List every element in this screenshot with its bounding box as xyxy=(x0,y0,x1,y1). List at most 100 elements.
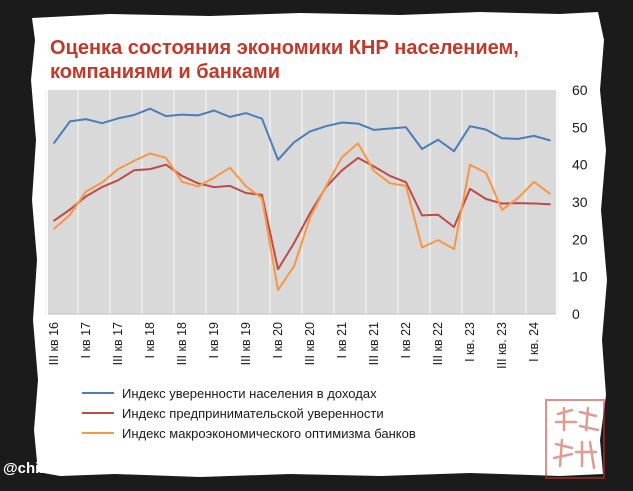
x-tick-label: III кв. 23 xyxy=(495,322,509,369)
x-tick-label: III кв 21 xyxy=(367,322,381,365)
data-point-1-16 xyxy=(309,212,311,215)
data-point-1-0 xyxy=(53,219,55,222)
data-point-2-18 xyxy=(341,156,343,159)
x-tick-label: III кв 19 xyxy=(239,322,253,365)
data-point-0-13 xyxy=(261,117,263,120)
data-point-0-14 xyxy=(277,158,279,161)
data-point-1-13 xyxy=(261,194,263,196)
data-point-1-8 xyxy=(181,174,183,177)
data-point-0-29 xyxy=(517,138,519,140)
data-point-0-23 xyxy=(421,148,423,150)
data-point-1-31 xyxy=(549,203,551,206)
data-point-2-26 xyxy=(469,163,471,166)
data-point-1-19 xyxy=(357,157,359,159)
legend-item-income: Индекс уверенности населения в доходах xyxy=(82,383,416,403)
legend-label-banks: Индекс макроэкономического оптимизма бан… xyxy=(122,425,416,441)
data-point-0-3 xyxy=(101,122,103,125)
data-point-0-24 xyxy=(437,138,439,141)
data-point-2-8 xyxy=(181,180,183,183)
data-point-1-15 xyxy=(293,242,295,244)
y-tick-label: 0 xyxy=(572,306,580,322)
data-point-0-30 xyxy=(533,135,535,137)
data-point-2-11 xyxy=(229,166,231,169)
data-point-0-5 xyxy=(133,114,135,116)
legend-swatch-income xyxy=(82,392,114,394)
y-tick-label: 50 xyxy=(572,119,588,135)
data-point-0-2 xyxy=(85,118,87,121)
data-point-2-28 xyxy=(501,208,503,211)
data-point-1-21 xyxy=(389,174,391,177)
data-point-1-30 xyxy=(533,202,535,205)
data-point-2-17 xyxy=(325,185,327,188)
data-point-2-21 xyxy=(389,182,391,185)
x-tick-label: I кв 18 xyxy=(143,322,157,358)
data-point-2-6 xyxy=(149,152,151,155)
data-point-1-22 xyxy=(405,181,407,184)
data-point-2-5 xyxy=(133,160,135,162)
data-point-2-31 xyxy=(549,192,551,195)
data-point-1-29 xyxy=(517,202,519,205)
y-axis: 0 10 20 30 40 50 60 xyxy=(572,82,588,322)
x-tick-label: III кв 22 xyxy=(431,322,445,365)
data-point-1-24 xyxy=(437,213,439,216)
data-point-1-14 xyxy=(277,268,279,271)
legend-label-income: Индекс уверенности населения в доходах xyxy=(122,385,377,401)
data-point-2-15 xyxy=(293,265,295,268)
x-tick-label: I кв 22 xyxy=(399,322,413,358)
y-tick-label: 60 xyxy=(572,82,588,98)
legend-label-business: Индекс предпринимательской уверенности xyxy=(122,405,384,421)
data-point-1-1 xyxy=(69,208,71,211)
data-point-1-9 xyxy=(197,182,199,185)
chart-title: Оценка состояния экономики КНР население… xyxy=(50,37,519,83)
legend-item-business: Индекс предпринимательской уверенности xyxy=(82,403,416,423)
data-point-0-18 xyxy=(341,121,343,124)
data-point-1-3 xyxy=(101,186,103,188)
data-point-2-22 xyxy=(405,185,407,187)
x-tick-label: I кв 19 xyxy=(207,322,221,358)
data-point-0-19 xyxy=(357,122,359,125)
x-tick-label: I кв 21 xyxy=(335,322,349,358)
data-point-2-1 xyxy=(69,213,71,216)
data-point-1-2 xyxy=(85,195,87,198)
legend: Индекс уверенности населения в доходах И… xyxy=(82,383,416,443)
data-point-0-7 xyxy=(165,115,167,118)
data-point-0-17 xyxy=(325,125,327,128)
data-point-1-6 xyxy=(149,168,151,171)
data-point-0-28 xyxy=(501,137,503,140)
series-line-1 xyxy=(53,156,551,271)
x-tick-label: I кв 17 xyxy=(79,322,93,358)
data-point-0-21 xyxy=(389,127,391,130)
series-line-2 xyxy=(53,142,551,292)
data-point-2-23 xyxy=(421,246,423,249)
data-point-1-10 xyxy=(213,186,215,188)
data-point-0-8 xyxy=(181,113,183,116)
data-point-0-4 xyxy=(117,117,119,120)
data-point-1-25 xyxy=(453,226,455,228)
x-tick-label: III кв 20 xyxy=(303,322,317,365)
seal-stamp-icon xyxy=(545,399,605,479)
data-point-1-20 xyxy=(373,165,375,168)
data-point-0-22 xyxy=(405,126,407,129)
x-tick-label: III кв 17 xyxy=(111,322,125,365)
data-point-2-29 xyxy=(517,196,519,199)
data-point-2-27 xyxy=(485,171,487,174)
data-point-2-3 xyxy=(101,181,103,184)
y-tick-label: 10 xyxy=(572,269,588,285)
series-lines xyxy=(53,107,551,292)
data-point-2-7 xyxy=(165,157,167,159)
legend-swatch-business xyxy=(82,412,114,414)
data-point-1-18 xyxy=(341,169,343,172)
x-tick-label: III кв 16 xyxy=(47,322,61,365)
data-point-1-4 xyxy=(117,179,119,182)
data-point-2-16 xyxy=(309,216,311,219)
data-point-1-28 xyxy=(501,202,503,205)
data-point-0-27 xyxy=(485,128,487,131)
data-point-2-20 xyxy=(373,170,375,172)
x-tick-label: I кв. 23 xyxy=(463,322,477,362)
data-point-2-13 xyxy=(261,197,263,200)
data-point-2-19 xyxy=(357,142,359,145)
data-point-2-14 xyxy=(277,289,279,292)
data-point-2-30 xyxy=(533,180,535,183)
